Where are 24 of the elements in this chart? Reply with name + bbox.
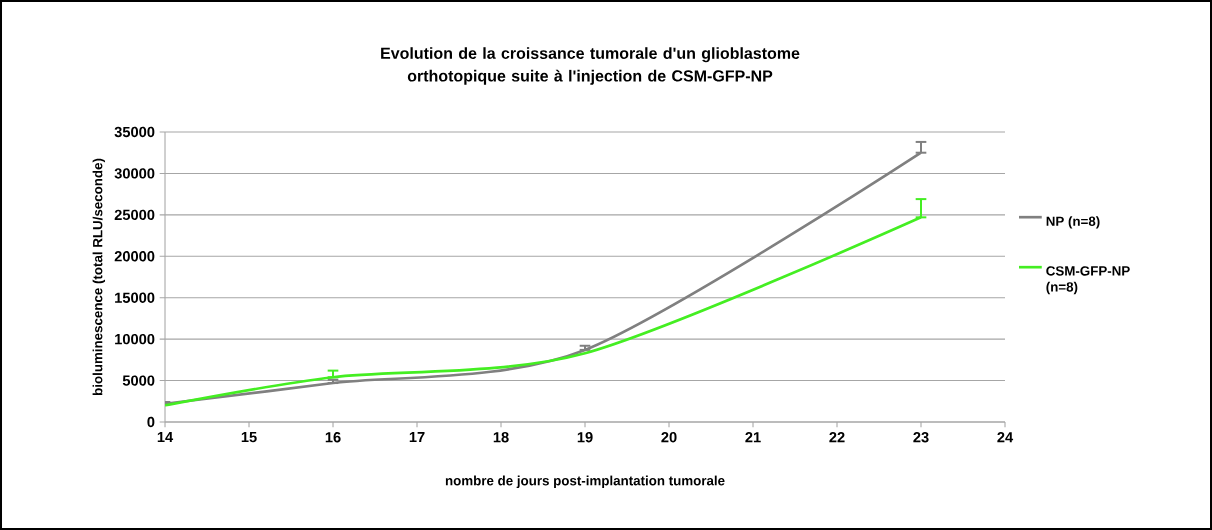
y-tick-label: 25000 bbox=[114, 209, 155, 221]
y-tick-label: 30000 bbox=[114, 168, 155, 179]
legend-label: NP (n=8) bbox=[1046, 216, 1100, 229]
y-tick-label: 15000 bbox=[115, 292, 155, 303]
x-tick-label: 19 bbox=[577, 432, 593, 443]
x-tick-label: 22 bbox=[829, 432, 845, 443]
y-tick-label: 0 bbox=[147, 416, 155, 428]
y-tick-label: 35000 bbox=[114, 126, 155, 138]
x-tick-label: 18 bbox=[493, 432, 509, 443]
x-tick-label: 24 bbox=[997, 432, 1014, 443]
x-tick-label: 23 bbox=[913, 432, 929, 443]
y-axis-title: bioluminescence (total RLU/seconde) bbox=[92, 158, 106, 396]
legend-label: CSM-GFP-NP (n=8) bbox=[1046, 266, 1130, 295]
x-tick-label: 20 bbox=[661, 432, 677, 443]
x-tick-label: 21 bbox=[745, 432, 761, 443]
x-axis-title: nombre de jours post-implantation tumorale bbox=[445, 475, 725, 489]
x-tick-label: 16 bbox=[325, 432, 341, 443]
x-tick-label: 15 bbox=[241, 432, 257, 443]
x-tick-label: 17 bbox=[409, 432, 425, 443]
y-tick-label: 5000 bbox=[122, 375, 155, 386]
y-tick-label: 20000 bbox=[114, 251, 155, 262]
x-tick-label: 14 bbox=[157, 432, 174, 443]
y-tick-label: 10000 bbox=[115, 333, 155, 345]
chart-title: Evolution de la croissance tumorale d'un glioblastome orthotopique suite à l'injection de CSM-GFP-NP bbox=[381, 47, 800, 85]
